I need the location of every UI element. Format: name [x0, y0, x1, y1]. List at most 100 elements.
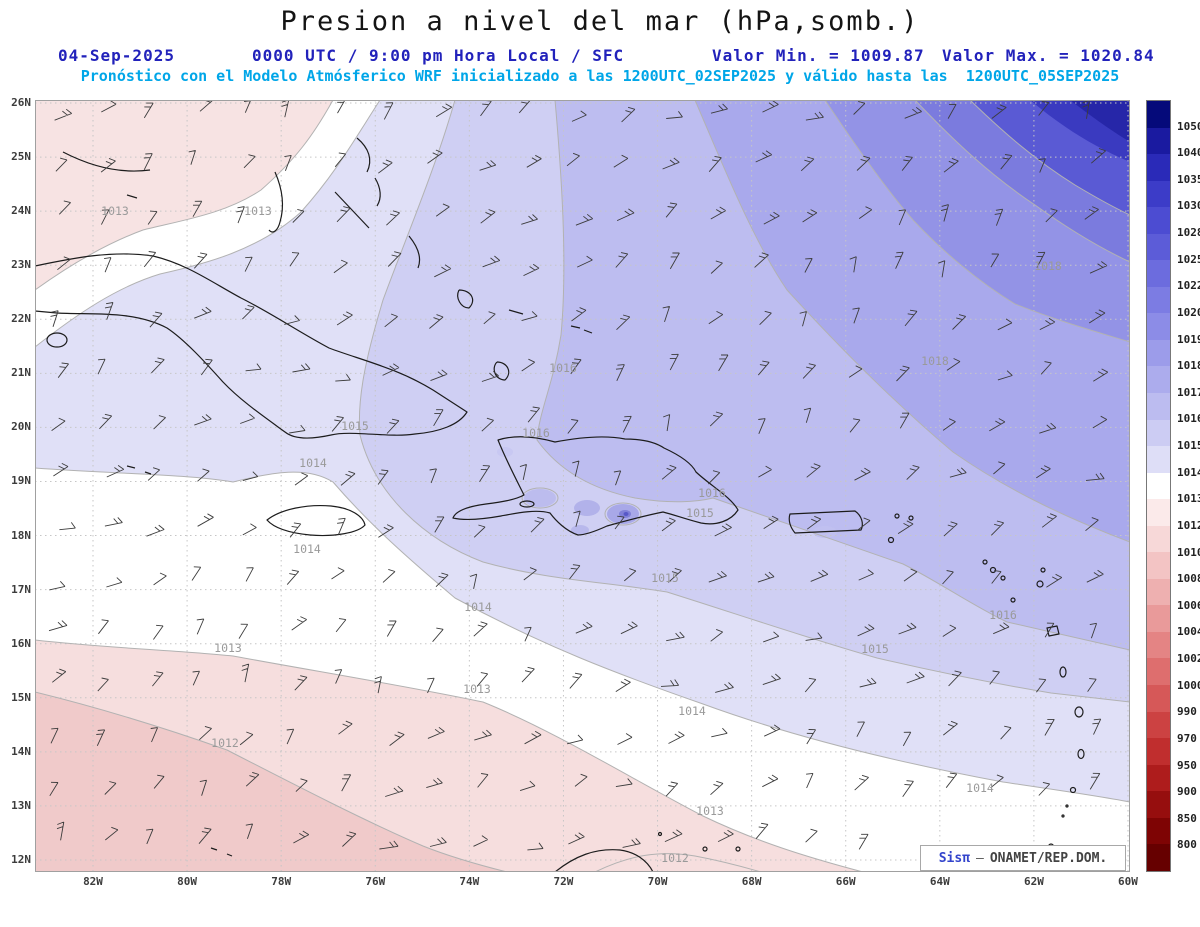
isobar-1014	[35, 467, 1130, 803]
contour-label: 1018	[1034, 259, 1062, 273]
colorbar-segment	[1147, 711, 1170, 739]
forecast-date: 04-Sep-2025	[58, 46, 175, 65]
colorbar-label: 1016	[1177, 412, 1200, 426]
lat-label: 18N	[11, 528, 31, 542]
colorbar-label: 1008	[1177, 572, 1200, 586]
colorbar-label: 950	[1177, 758, 1197, 772]
lon-label: 82W	[83, 875, 103, 888]
isobar-contours	[35, 100, 1130, 872]
isobar-1012-south	[35, 691, 508, 872]
colorbar-label: 1020	[1177, 305, 1200, 319]
lon-label: 62W	[1023, 875, 1044, 888]
colorbar-segment	[1147, 366, 1170, 394]
gonave-coastline	[519, 500, 535, 508]
colorbar-label: 800	[1177, 838, 1197, 852]
contour-label: 1012	[211, 736, 239, 750]
colorbar-segment	[1147, 605, 1170, 632]
colorbar-label: 1014	[1177, 465, 1200, 479]
isobar-labels: 1013 1013 1018 1018 1016 1015 1016 1014 1016 1015…	[101, 204, 1062, 865]
colorbar-segment	[1147, 525, 1170, 553]
contour-label: 1016	[989, 608, 1017, 622]
colorbar-segment	[1147, 393, 1170, 420]
field-south-low2	[35, 692, 507, 872]
colorbar-segment	[1147, 233, 1170, 261]
pressure-map: 1013 1013 1018 1018 1016 1015 1016 1014 1016 1015…	[35, 100, 1130, 872]
lat-label: 24N	[11, 204, 31, 218]
colorbar-label: 1022	[1177, 279, 1200, 293]
hispaniola-coastline	[452, 436, 739, 536]
isobar-1018	[824, 100, 1130, 343]
colorbar-label: 1006	[1177, 598, 1200, 612]
colorbar-label: 1015	[1177, 439, 1200, 453]
colorbar-segment	[1147, 127, 1170, 155]
pressure-shading	[35, 100, 1130, 872]
lon-label: 76W	[365, 875, 386, 888]
lat-label: 15N	[11, 690, 31, 704]
lon-label: 78W	[271, 875, 292, 888]
attribution-separator: –	[976, 850, 984, 866]
colorbar-segment	[1147, 578, 1170, 606]
colorbar-segment	[1147, 552, 1170, 579]
contour-label: 1015	[861, 642, 889, 656]
lon-label: 64W	[929, 875, 950, 888]
colorbar	[1146, 100, 1171, 872]
colorbar-segment	[1147, 154, 1170, 181]
colorbar-label: 1012	[1177, 518, 1200, 532]
puerto-rico-coastline	[788, 510, 863, 534]
colorbar-label: 1004	[1177, 625, 1200, 639]
isobar-1012-bottom	[594, 853, 762, 872]
forecast-time-info: 0000 UTC / 9:00 pm Hora Local / SFC	[252, 46, 625, 65]
colorbar-segment	[1147, 472, 1170, 500]
lat-label: 21N	[11, 366, 31, 380]
contour-label: 1014	[966, 781, 994, 795]
contour-label: 1016	[549, 361, 577, 375]
colorbar-label: 900	[1177, 785, 1197, 799]
lon-label: 60W	[1118, 875, 1138, 888]
contour-label: 1015	[341, 419, 369, 433]
contour-label: 1015	[686, 506, 714, 520]
colorbar-segment	[1147, 260, 1170, 287]
contour-label: 1014	[678, 704, 706, 718]
colorbar-segment	[1147, 658, 1170, 686]
contour-label: 1014	[464, 600, 492, 614]
contour-label: 1013	[244, 204, 272, 218]
contour-label: 1013	[214, 641, 242, 655]
lon-label: 68W	[741, 875, 762, 888]
wind-barbs	[48, 100, 1109, 851]
jamaica-coastline	[266, 504, 366, 537]
lat-label: 14N	[11, 744, 31, 758]
contour-label: 1015	[651, 571, 679, 585]
colorbar-label: 1050	[1177, 119, 1200, 133]
contour-label: 1013	[696, 804, 724, 818]
isobar-1020	[969, 100, 1130, 216]
colorbar-label: 1030	[1177, 199, 1200, 213]
isla-juventud-coastline	[46, 332, 68, 348]
lon-label: 70W	[647, 875, 668, 888]
colorbar-label: 1000	[1177, 678, 1200, 692]
map-area: 1013 1013 1018 1018 1016 1015 1016 1014 1016 1015…	[35, 100, 1130, 872]
isobar-1013-south	[35, 639, 864, 872]
isobar-ring-1	[521, 487, 559, 509]
colorbar-label: 1017	[1177, 385, 1200, 399]
colorbar-label: 1028	[1177, 226, 1200, 240]
south-caribbean-coastlines	[210, 831, 741, 872]
isobar-1016	[536, 100, 1130, 651]
colorbar-segment	[1147, 764, 1170, 792]
isobar-1014-nw	[35, 100, 381, 348]
colorbar-label: 1040	[1177, 146, 1200, 160]
field-nw-low	[35, 100, 333, 290]
contour-label: 1018	[921, 354, 949, 368]
attribution-org: ONAMET/REP.DOM.	[989, 850, 1108, 866]
sispi-logo: Sisπ	[938, 850, 971, 866]
page-title: Presion a nivel del mar (hPa,somb.)	[280, 6, 920, 37]
isobar-1013-nw	[35, 100, 334, 291]
lon-label: 72W	[553, 875, 574, 888]
cayman-islands-coastline	[126, 465, 152, 475]
lon-label: 66W	[835, 875, 856, 888]
colorbar-label: 1002	[1177, 652, 1200, 666]
model-info-line: Pronóstico con el Modelo Atmósferico WRF…	[80, 67, 1120, 85]
lat-lon-grid	[35, 100, 1130, 872]
lat-label: 19N	[11, 474, 31, 488]
lat-label: 20N	[11, 420, 31, 434]
